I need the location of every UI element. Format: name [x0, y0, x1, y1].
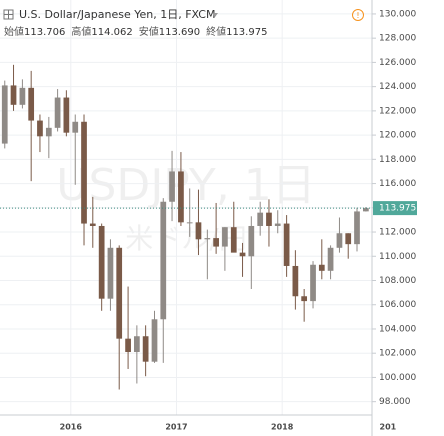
candle-body	[318, 264, 325, 271]
x-tick-label: 2016	[60, 423, 83, 432]
candle-body	[28, 87, 35, 121]
candle-body	[63, 97, 70, 133]
candle-body	[310, 264, 316, 302]
candle-body	[45, 127, 52, 137]
last-price-badge	[373, 201, 417, 216]
y-tick-label: 108.000	[379, 276, 416, 286]
candle-body	[151, 319, 158, 362]
candle-body	[283, 223, 290, 266]
y-tick-label: 110.000	[379, 252, 416, 262]
watermark: USDJPY, 1日	[56, 160, 315, 211]
ohlc-value: 113.975	[226, 27, 267, 38]
y-tick-label: 126.000	[379, 58, 416, 68]
candle-body	[248, 225, 255, 257]
y-tick-label: 116.000	[379, 179, 416, 189]
candle-body	[301, 296, 308, 302]
candle-body	[204, 238, 211, 240]
candle-body	[37, 120, 43, 137]
y-tick-label: 128.000	[379, 34, 416, 44]
candle-body	[327, 247, 334, 271]
candle-body	[160, 201, 167, 320]
candle-body	[213, 238, 219, 247]
y-tick-label: 106.000	[379, 300, 416, 310]
candle-body	[195, 222, 202, 240]
y-tick-label: 98.000	[379, 397, 411, 407]
watermark-sub: 米ドル/円	[125, 222, 246, 255]
candle-body	[54, 97, 61, 128]
candle-body	[72, 121, 79, 133]
ohlc-value: 113.706	[24, 27, 65, 38]
candle-body	[98, 225, 105, 299]
candle-body	[10, 85, 17, 105]
x-tick-label: 201	[380, 423, 397, 432]
y-tick-label: 100.000	[379, 373, 416, 383]
candle-body	[133, 336, 140, 352]
candle-body	[19, 87, 26, 105]
ohlc-value: 114.062	[91, 27, 132, 38]
y-tick-label: 118.000	[379, 155, 416, 165]
candle-body	[363, 208, 369, 212]
ohlc-label: 高値	[71, 25, 91, 38]
y-tick-label: 112.000	[379, 228, 416, 238]
candle-body	[142, 336, 149, 362]
candle-body	[186, 222, 193, 224]
title-dropdown[interactable]	[212, 13, 218, 17]
chart-title[interactable]: U.S. Dollar/Japanese Yen, 1日, FXCM	[19, 8, 215, 21]
candle-body	[345, 233, 352, 245]
y-tick-label: 102.000	[379, 349, 416, 359]
ohlc-label: 終値	[206, 25, 226, 38]
candle-body	[178, 171, 184, 223]
candle-body	[89, 223, 96, 226]
y-tick-label: 130.000	[379, 9, 416, 19]
ohlc-value: 113.690	[159, 27, 200, 38]
x-tick-label: 2018	[271, 423, 294, 432]
plot-area	[0, 0, 372, 415]
candle-body	[274, 223, 281, 226]
candle-body	[230, 227, 237, 253]
candle-body	[257, 212, 264, 226]
y-tick-label: 104.000	[379, 324, 416, 334]
candle-body	[266, 212, 272, 226]
ohlc-label: 安値	[139, 25, 159, 38]
alert-icon-mark: !	[356, 11, 359, 20]
candle-body	[336, 233, 343, 248]
candle-body	[81, 121, 87, 224]
candle-body	[292, 265, 299, 297]
candle-body	[169, 171, 175, 202]
candle-body	[125, 338, 131, 352]
candle-body	[116, 247, 123, 339]
alert-icon[interactable]	[352, 9, 364, 21]
candle-body	[354, 211, 360, 245]
candle-body	[222, 227, 228, 247]
y-tick-label: 124.000	[379, 82, 416, 92]
candle-body	[239, 252, 246, 257]
price-axis-panel	[372, 0, 444, 436]
y-tick-label: 120.000	[379, 131, 416, 141]
y-tick-label: 122.000	[379, 106, 416, 116]
ohlc-legend: 始値 113.706 高値 114.062 安値 113.690 終値 113.975	[4, 25, 267, 38]
candle-body	[1, 85, 8, 144]
x-tick-label: 2017	[165, 423, 187, 432]
candle-body	[107, 247, 114, 299]
last-price-label: 113.975	[379, 204, 416, 214]
ohlc-label: 始値	[4, 25, 24, 38]
